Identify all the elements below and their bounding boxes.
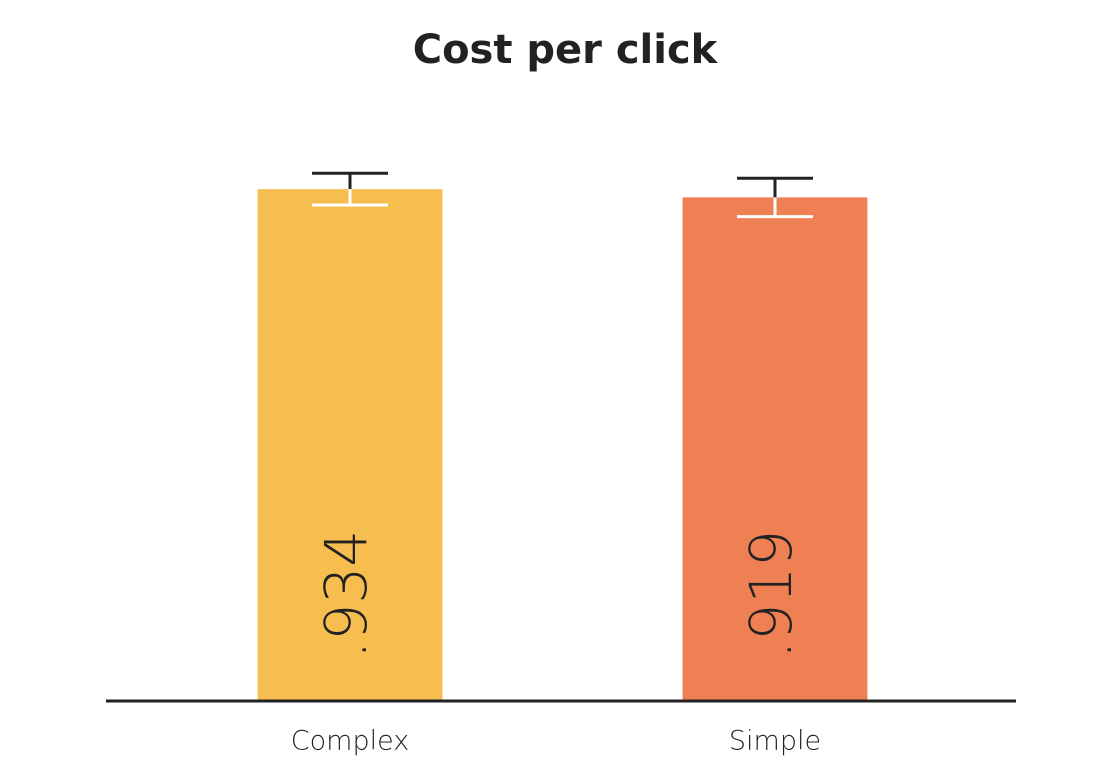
bar <box>257 189 443 701</box>
x-tick-label: Simple <box>729 726 821 757</box>
chart-title: Cost per click <box>413 27 719 73</box>
bar <box>682 197 868 701</box>
value-label: .919 <box>737 530 805 659</box>
value-label: .934 <box>312 530 380 659</box>
x-tick-label: Complex <box>291 726 409 757</box>
